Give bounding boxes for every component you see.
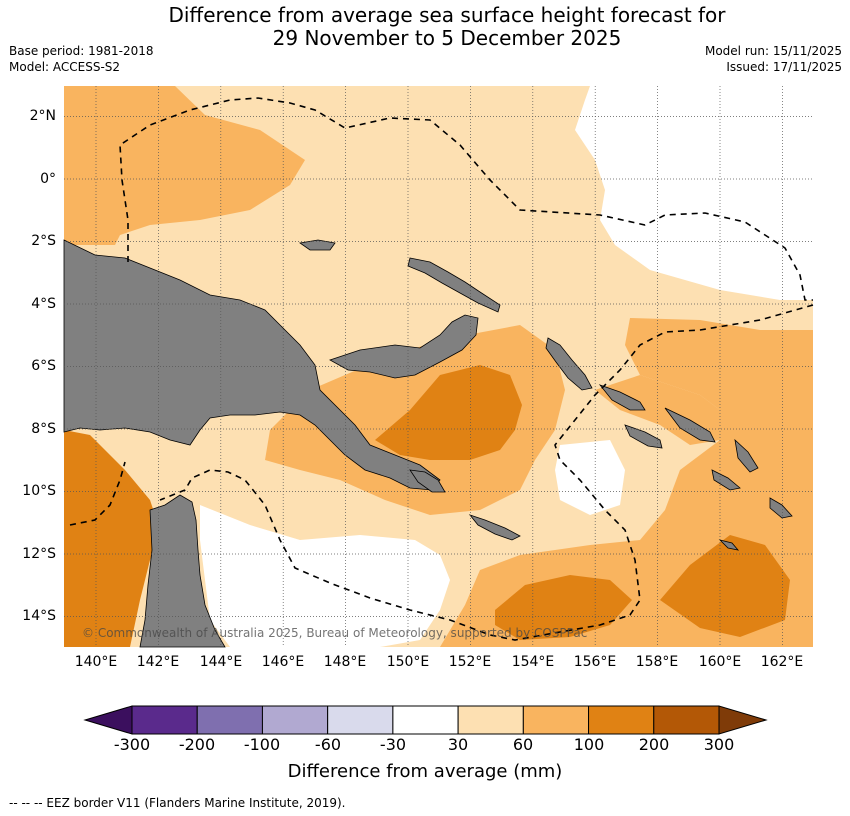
eez-border-png-east [159, 304, 814, 641]
colorbar-label: 200 [638, 735, 670, 754]
lon-tick-label: 140°E [74, 654, 118, 670]
colorbar-label: 30 [447, 735, 469, 754]
metadata-right: Model run: 15/11/2025 Issued: 17/11/2025 [705, 43, 842, 75]
colorbar-arrow-min [83, 705, 133, 735]
eez-border-png-north [119, 97, 813, 301]
lat-tick-label: 10°S [22, 483, 56, 499]
manus-island [298, 239, 336, 251]
solomon-island-2 [664, 407, 716, 443]
base-period: Base period: 1981-2018 [9, 44, 154, 58]
band-100-200-southeast [660, 535, 790, 637]
graticule [64, 86, 813, 647]
colorbar-cell [457, 705, 524, 735]
lat-tick-label: 6°S [31, 358, 56, 374]
colorbar-label: 100 [573, 735, 605, 754]
colorbar-label: -300 [113, 735, 151, 754]
colorbar-cell [653, 705, 720, 735]
solomon-island-5 [711, 469, 741, 491]
lon-tick-label: 160°E [698, 654, 742, 670]
colorbar-cells [131, 705, 720, 735]
colorbar-cell [522, 705, 590, 735]
copyright-watermark: © Commonwealth of Australia 2025, Bureau… [82, 626, 588, 640]
lon-tick-label: 148°E [323, 654, 367, 670]
issued-date: Issued: 17/11/2025 [726, 60, 842, 74]
colorbar-label: -200 [178, 735, 216, 754]
lon-tick-label: 142°E [136, 654, 180, 670]
lat-tick-label: 4°S [31, 296, 56, 312]
colorbar [83, 705, 768, 735]
lon-tick-label: 154°E [511, 654, 555, 670]
louisiade-islands [468, 514, 521, 541]
eez-border-layer [69, 97, 814, 641]
solomon-island-3 [624, 424, 663, 449]
colorbar-title: Difference from average (mm) [287, 761, 563, 782]
lat-tick-label: 8°S [31, 421, 56, 437]
metadata-left: Base period: 1981-2018 Model: ACCESS-S2 [9, 43, 154, 75]
lon-tick-label: 162°E [760, 654, 804, 670]
neutral-area-solomon-south [555, 440, 625, 515]
dentrecasteaux-islands [409, 469, 446, 493]
new-guinea-landmass [63, 239, 441, 491]
solomon-island-4 [734, 438, 759, 473]
colorbar-cell [327, 705, 394, 735]
chart-title: Difference from average sea surface heig… [0, 4, 850, 50]
lat-tick-label: 14°S [22, 608, 56, 624]
solomon-island-1 [598, 384, 646, 411]
colorbar-label: -30 [379, 735, 407, 754]
band-60-100-northwest [64, 86, 305, 245]
band-100-200-west [64, 430, 160, 647]
lon-tick-label: 158°E [635, 654, 679, 670]
lat-tick-label: 12°S [22, 546, 56, 562]
model-run: Model run: 15/11/2025 [704, 44, 842, 58]
solomon-island-6 [769, 497, 793, 519]
model-name: Model: ACCESS-S2 [9, 60, 121, 74]
title-line-2: 29 November to 5 December 2025 [272, 26, 622, 50]
lon-tick-label: 144°E [199, 654, 243, 670]
lon-tick-label: 150°E [386, 654, 430, 670]
band-100-200-solomon-sea [375, 365, 522, 460]
cape-york-landmass [139, 494, 226, 648]
colorbar-arrow-max [718, 705, 768, 735]
bougainville-island [545, 337, 593, 391]
new-ireland-island [407, 257, 501, 313]
colorbar-cell [261, 705, 329, 735]
eez-border-australia-north [69, 461, 126, 526]
band-100-200-south [495, 575, 632, 640]
lon-tick-label: 156°E [573, 654, 617, 670]
colorbar-cell [588, 705, 655, 735]
neutral-area-northeast [575, 86, 813, 300]
colorbar-label: -100 [243, 735, 281, 754]
new-britain-island [329, 314, 479, 379]
lat-tick-label: 2°S [31, 233, 56, 249]
lat-tick-label: 0° [40, 171, 56, 187]
neutral-area-coral-sea [200, 505, 450, 647]
lon-tick-label: 146°E [261, 654, 305, 670]
colorbar-label: -60 [314, 735, 342, 754]
colorbar-cell [196, 705, 263, 735]
colorbar-cell [392, 705, 459, 735]
eez-footnote: -- -- -- EEZ border V11 (Flanders Marine… [9, 796, 346, 810]
vanuatu-island [718, 539, 740, 551]
lat-tick-label: 2°N [29, 108, 56, 124]
landmass-layer [63, 239, 793, 648]
title-line-1: Difference from average sea surface heig… [168, 3, 726, 27]
colorbar-label: 60 [512, 735, 534, 754]
colorbar-label: 300 [703, 735, 735, 754]
colorbar-cell [131, 705, 198, 735]
lon-tick-label: 152°E [448, 654, 492, 670]
